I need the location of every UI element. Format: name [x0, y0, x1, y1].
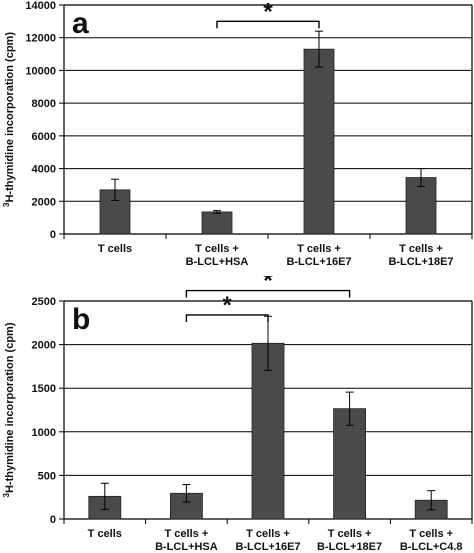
chart-panel-a: 0 2000 4000 6000 8000 10000 12000 14000 T cells T…: [0, 0, 474, 275]
category-label: T cells: [98, 243, 132, 255]
category-label: B-LCL+C4.8: [400, 541, 463, 553]
category-label: T cells +: [328, 528, 372, 540]
category-label: B-LCL+18E7: [317, 541, 382, 553]
category-label: T cells +: [195, 243, 239, 255]
significance-star: *: [263, 0, 273, 25]
y-tick-label: 500: [38, 470, 56, 482]
category-label: B-LCL+16E7: [286, 256, 351, 268]
y-tick-label: 2500: [32, 296, 56, 308]
bar-3: [251, 342, 285, 520]
y-axis-label: 3H-thymidine incorporation (cpm): [2, 322, 17, 497]
category-label: T cells: [88, 528, 122, 540]
y-axis-label-superscript: 3: [2, 492, 11, 497]
significance-bracket: [185, 314, 269, 322]
category-label: T cells +: [165, 528, 209, 540]
y-axis-label-text: H-thymidine incorporation (cpm): [4, 322, 16, 493]
category-label: B-LCL+16E7: [235, 541, 300, 553]
category-label: T cells +: [399, 243, 443, 255]
significance-bracket: [216, 20, 320, 29]
category-label: T cells +: [297, 243, 341, 255]
chart-panel-b: 0 500 1000 1500 2000 2500 T cells T cells + B-LC…: [0, 276, 474, 553]
category-label: B-LCL+HSA: [155, 541, 218, 553]
category-label: B-LCL+18E7: [388, 256, 453, 268]
significance-star: *: [263, 276, 273, 295]
y-tick-label: 2000: [32, 340, 56, 352]
y-tick-label: 14000: [25, 0, 56, 12]
y-tick-label: 4000: [32, 164, 56, 176]
significance-star: *: [223, 292, 233, 319]
category-label: B-LCL+HSA: [186, 256, 249, 268]
category-label: T cells +: [409, 528, 453, 540]
significance-bracket: [185, 289, 351, 298]
panel-label: a: [72, 7, 89, 40]
category-label: T cells +: [246, 528, 290, 540]
bar-2: [201, 211, 233, 235]
chart-a-svg: 0 2000 4000 6000 8000 10000 12000 14000 T cells T…: [2, 0, 473, 268]
y-tick-label: 0: [50, 514, 56, 526]
y-tick-label: 6000: [32, 131, 56, 143]
y-tick-label: 1000: [32, 427, 56, 439]
y-tick-label: 8000: [32, 98, 56, 110]
y-axis-label-text: H-thymidine incorporation (cpm): [4, 32, 16, 203]
y-tick-label: 0: [50, 229, 56, 241]
y-axis-label: 3H-thymidine incorporation (cpm): [2, 32, 17, 207]
panel-label: b: [72, 303, 90, 336]
bar-3: [303, 48, 335, 235]
y-axis-label-superscript: 3: [2, 202, 11, 207]
y-tick-label: 1500: [32, 383, 56, 395]
y-tick-label: 10000: [25, 65, 56, 77]
y-tick-label: 2000: [32, 196, 56, 208]
y-tick-label: 12000: [25, 33, 56, 45]
